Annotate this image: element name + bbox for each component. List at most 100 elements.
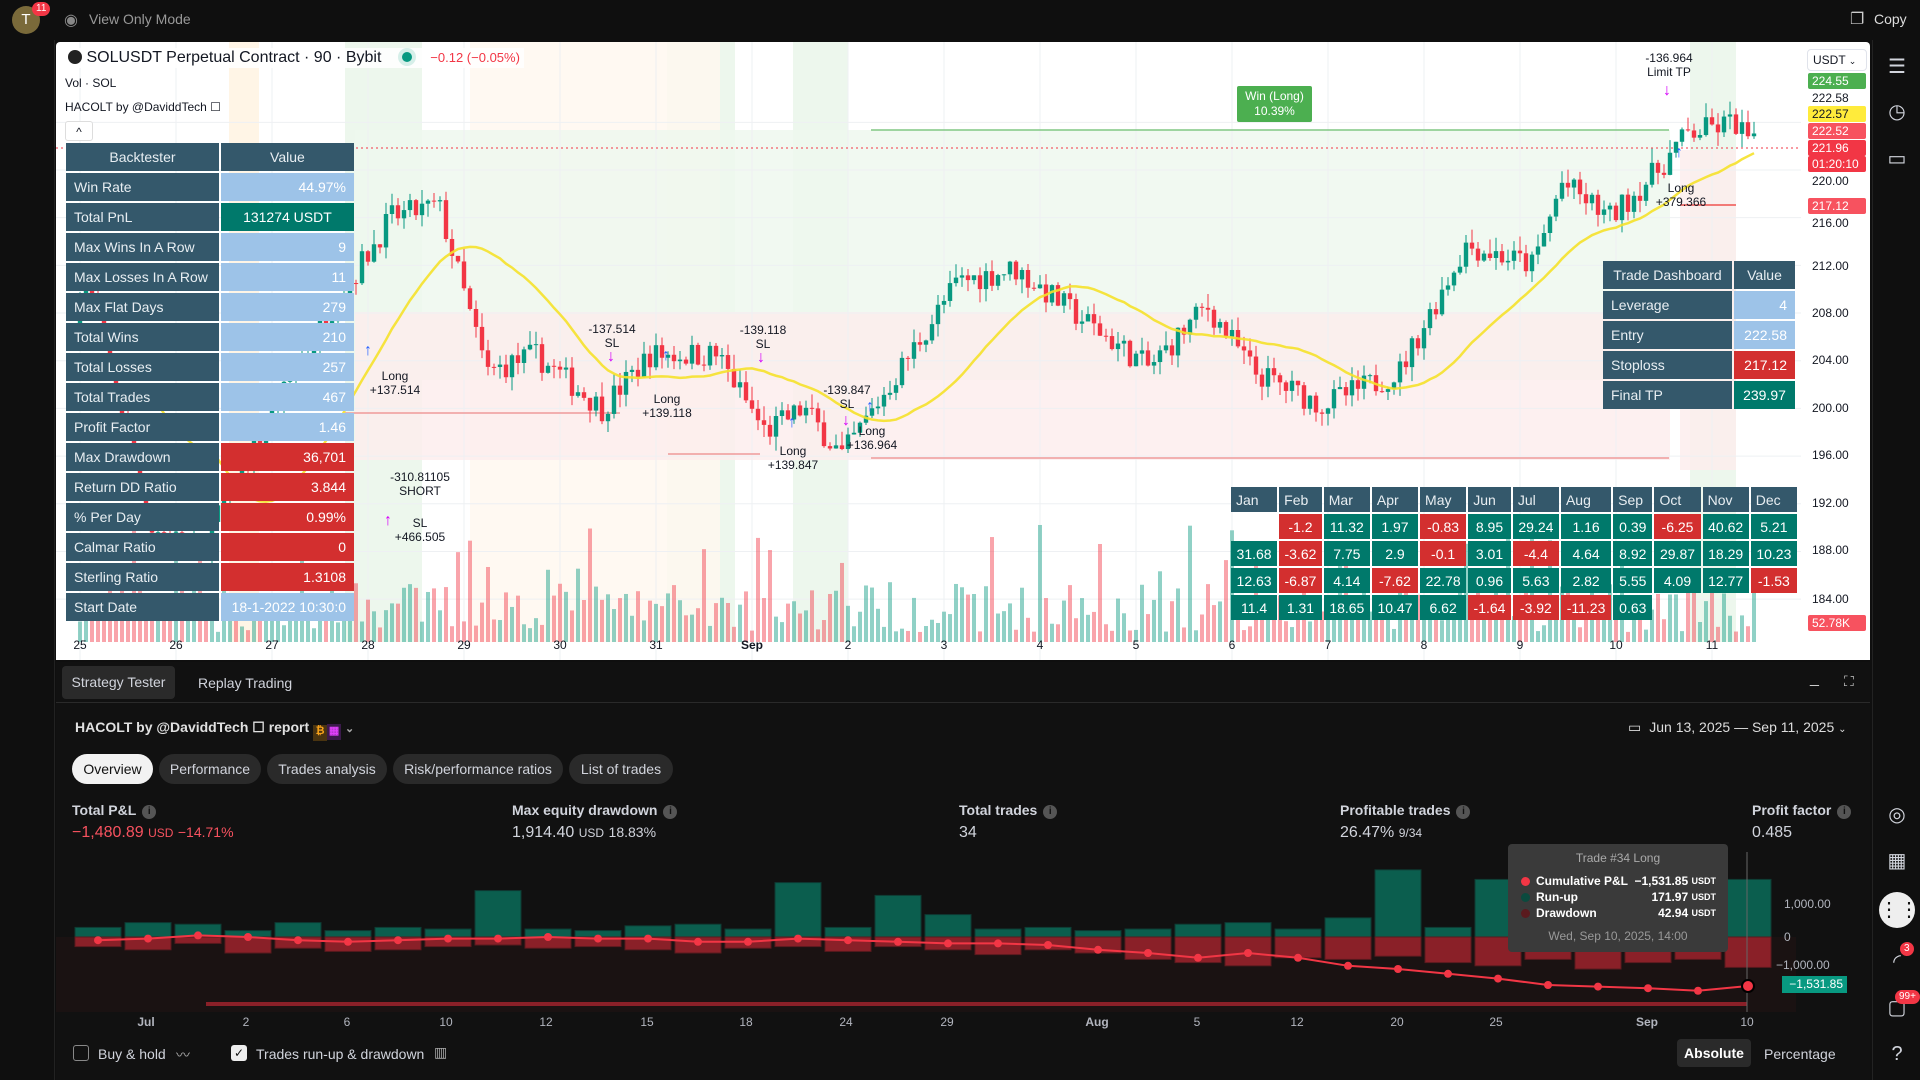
stream-icon[interactable]: ◜ <box>1893 951 1901 973</box>
candle-body <box>533 344 539 346</box>
row-value: 467 <box>220 383 354 411</box>
runup-drawdown-checkbox[interactable]: ✓ <box>231 1045 247 1061</box>
runup-bar <box>374 926 422 938</box>
candle-body <box>1181 327 1187 335</box>
symbol-title[interactable]: SOLUSDT Perpetual Contract · 90 · Bybit <box>86 49 382 66</box>
table-row: Total Losses 257 <box>66 353 354 381</box>
row-label: Return DD Ratio <box>66 473 219 501</box>
report-menu-chevron-icon[interactable]: ⌄ <box>344 723 355 735</box>
row-value: 44.97% <box>220 173 354 201</box>
percentage-toggle[interactable]: Percentage <box>1764 1046 1836 1062</box>
candle-body <box>1745 122 1751 137</box>
info-icon[interactable]: i <box>1043 805 1058 819</box>
cumulative-pnl-point <box>644 934 652 943</box>
volume-bar <box>810 590 814 642</box>
annotation-line2: SHORT <box>399 484 441 498</box>
volume-bar <box>504 592 508 642</box>
equity-x-label: 18 <box>739 1015 753 1029</box>
collapse-legend-button[interactable]: ^ <box>65 121 93 141</box>
month-return-cell: 22.78 <box>1420 568 1467 593</box>
volume-bar <box>1680 631 1684 642</box>
watchlist-icon[interactable]: ☰ <box>1888 56 1906 78</box>
subtab-risk-ratios[interactable]: Risk/performance ratios <box>393 754 563 784</box>
chat-icon[interactable]: ▭ <box>1887 148 1907 170</box>
volume-bar <box>906 630 910 642</box>
currency-select[interactable]: USDT ⌄ <box>1807 49 1867 71</box>
speedometer-icon[interactable]: ◎ <box>1888 804 1906 826</box>
trade-tooltip: Trade #34 Long Cumulative P&L −1,531.85 U… <box>1508 844 1728 952</box>
subtab-trades-analysis[interactable]: Trades analysis <box>267 754 387 784</box>
calendar-icon[interactable]: ▦ <box>1887 850 1907 872</box>
stat-unit: USD <box>578 826 605 840</box>
buy-hold-checkbox[interactable] <box>73 1045 89 1061</box>
volume-bar <box>1518 602 1522 642</box>
runup-bar <box>1324 917 1372 938</box>
candle-body <box>581 392 587 398</box>
row-label: Total Wins <box>66 323 219 351</box>
runup-bar <box>974 928 1022 938</box>
candle-body <box>1679 129 1685 142</box>
candle-body <box>1025 269 1031 288</box>
table-row: Max Losses In A Row 11 <box>66 263 354 291</box>
time-axis-label: Sep <box>740 638 764 652</box>
volume-bar <box>1188 525 1192 642</box>
volume-bar <box>876 608 880 642</box>
cumulative-pnl-point <box>1741 979 1755 994</box>
volume-bar <box>210 620 214 642</box>
annotation-line1: Long <box>779 444 807 458</box>
subtab-list-of-trades[interactable]: List of trades <box>569 754 673 784</box>
runup-bar <box>774 882 822 938</box>
buy-hold-label[interactable]: Buy & hold <box>98 1046 166 1062</box>
candle-body <box>1109 336 1115 350</box>
maximize-icon[interactable]: ⛶ <box>1844 673 1854 689</box>
info-icon[interactable]: i <box>663 805 678 819</box>
candle-body <box>917 342 923 345</box>
help-icon[interactable]: ? <box>1891 1043 1903 1065</box>
tab-replay-trading[interactable]: Replay Trading <box>198 675 293 691</box>
subtab-overview[interactable]: Overview <box>72 754 153 784</box>
volume-bar <box>408 584 412 642</box>
candle-body <box>947 283 953 301</box>
table-row: Leverage 4 <box>1603 291 1795 319</box>
row-value: 217.12 <box>1734 351 1795 379</box>
candle-body <box>1073 299 1079 324</box>
volume-bar <box>1722 593 1726 642</box>
volume-bar <box>582 600 586 642</box>
month-header: Sep <box>1613 487 1653 512</box>
subtab-performance[interactable]: Performance <box>159 754 261 784</box>
date-range-picker[interactable]: ▭ Jun 13, 2025 — Sep 11, 2025 ⌄ <box>1628 719 1847 736</box>
time-axis-label: 26 <box>169 638 183 652</box>
info-icon[interactable]: i <box>142 805 157 819</box>
minimize-icon[interactable]: _ <box>1810 670 1819 687</box>
volume-bar <box>1122 613 1126 642</box>
monthly-returns-table: Jan Feb Mar Apr May Jun Jul Aug Sep Oct Nov Dec -1.2… <box>1229 485 1799 622</box>
trade-annotation: -136.964 Limit TP <box>1645 51 1692 79</box>
time-axis-label: 11 <box>1705 638 1719 652</box>
candle-body <box>1151 362 1157 366</box>
volume-bar <box>426 591 430 642</box>
cumulative-pnl-point <box>994 939 1002 948</box>
tab-strategy-tester[interactable]: Strategy Tester <box>62 666 175 699</box>
candle-body <box>1655 162 1661 173</box>
indicator-legend[interactable]: HACOLT by @DaviddTech ☐ <box>65 100 221 114</box>
alerts-clock-icon[interactable]: ◷ <box>1888 101 1906 123</box>
volume-bar <box>702 549 706 642</box>
absolute-toggle[interactable]: Absolute <box>1677 1039 1751 1067</box>
info-icon[interactable]: i <box>1837 805 1852 819</box>
volume-bar <box>1692 592 1696 642</box>
info-icon[interactable]: i <box>1456 805 1471 819</box>
runup-drawdown-label[interactable]: Trades run-up & drawdown <box>256 1046 425 1062</box>
copy-icon[interactable]: ❐ <box>1850 11 1865 28</box>
time-axis-label: 3 <box>940 638 948 652</box>
candle-body <box>833 445 839 449</box>
candle-body <box>713 345 719 357</box>
candle-body <box>77 305 83 337</box>
candle-body <box>1331 389 1337 409</box>
volume-bar <box>1716 626 1720 642</box>
apps-grid-icon[interactable]: ⋮⋮ <box>1879 892 1919 928</box>
candle-body <box>653 345 659 368</box>
volume-bar <box>1008 603 1012 642</box>
copy-button[interactable]: Copy <box>1874 11 1907 27</box>
year-row: 31.68 -3.62 7.75 2.9 -0.1 3.01 -4.4 4.64 8.92 29.… <box>1231 541 1797 566</box>
table-header-row: Trade Dashboard Value <box>1603 261 1795 289</box>
